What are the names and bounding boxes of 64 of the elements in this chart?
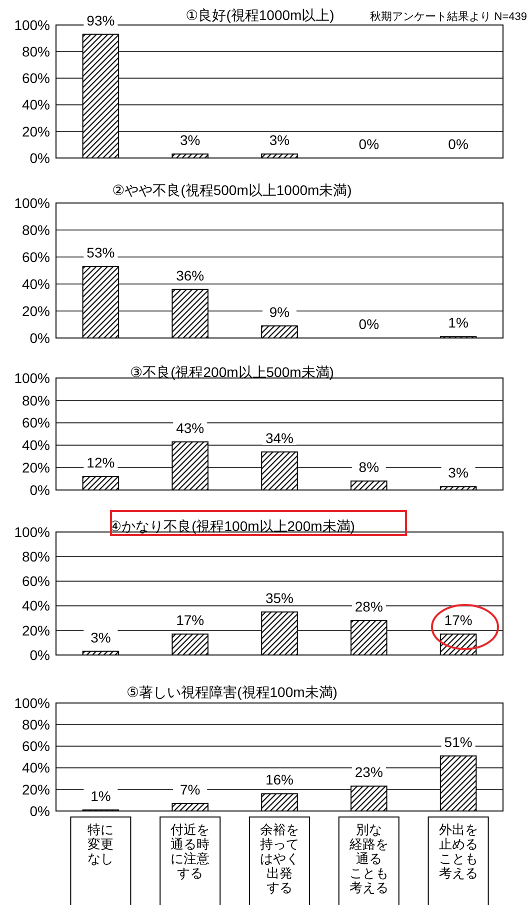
y-tick-label: 20%: [22, 781, 50, 798]
y-tick-label: 20%: [22, 460, 50, 476]
data-label: 3%: [269, 132, 290, 148]
data-label: 12%: [86, 454, 115, 471]
y-tick-label: 40%: [22, 96, 50, 113]
data-label: 0%: [358, 136, 380, 152]
data-label: 36%: [176, 267, 204, 284]
data-label: 34%: [265, 430, 294, 446]
chart-title: ①良好(視程1000m以上): [186, 6, 334, 23]
x-tick-label: 別な経路を通ることも考える: [348, 822, 388, 895]
y-tick-label: 80%: [22, 716, 50, 732]
y-tick-label: 40%: [22, 437, 50, 454]
y-tick-label: 40%: [22, 598, 50, 614]
x-tick-label: 付近を通る時に注意する: [170, 822, 210, 880]
data-label: 3%: [90, 629, 111, 646]
y-tick-label: 80%: [22, 44, 50, 60]
data-label: 35%: [265, 590, 294, 606]
x-tick-label: 余裕を持ってはやく出発する: [260, 822, 299, 895]
y-tick-label: 80%: [22, 222, 50, 238]
y-tick-label: 100%: [14, 524, 50, 540]
y-tick-label: 20%: [22, 622, 50, 638]
data-label: 1%: [448, 314, 468, 331]
data-label: 43%: [176, 420, 204, 436]
data-label: 28%: [354, 598, 383, 615]
data-label: 0%: [358, 316, 380, 332]
y-tick-label: 100%: [14, 16, 50, 33]
y-tick-label: 100%: [14, 194, 50, 211]
data-label: 9%: [269, 304, 290, 320]
y-tick-label: 60%: [22, 573, 50, 590]
y-tick-label: 100%: [14, 370, 50, 386]
y-tick-label: 60%: [22, 70, 50, 86]
y-tick-label: 60%: [22, 248, 50, 265]
text: 秋期アンケート結果より N=439: [370, 10, 527, 23]
data-label: 93%: [86, 12, 115, 28]
y-tick-label: 0%: [30, 646, 50, 663]
y-tick-label: 100%: [14, 694, 50, 711]
y-tick-label: 80%: [22, 548, 50, 564]
y-tick-label: 80%: [22, 392, 50, 408]
y-tick-label: 20%: [22, 302, 50, 319]
data-label: 51%: [444, 734, 472, 750]
y-tick-label: 60%: [22, 414, 50, 431]
data-label: 17%: [176, 612, 204, 628]
data-label: 53%: [86, 244, 115, 260]
y-tick-label: 40%: [22, 760, 50, 776]
chart-title: ②やや不良(視程500m以上1000m未満): [112, 182, 352, 198]
data-label: 7%: [180, 781, 200, 798]
x-tick-label: 特に変更なし: [88, 822, 114, 866]
y-tick-label: 0%: [30, 802, 50, 819]
y-tick-label: 60%: [22, 738, 50, 754]
y-tick-label: 20%: [22, 123, 50, 140]
chart-title: ⑤著しい視程障害(視程100m未満): [126, 684, 338, 700]
x-tick-label: 外出を止めることも考える: [438, 822, 478, 880]
data-label: 8%: [358, 459, 380, 476]
y-tick-label: 40%: [22, 276, 50, 292]
y-tick-label: 0%: [30, 150, 50, 166]
data-label: 17%: [444, 612, 472, 628]
data-label: 3%: [180, 132, 200, 148]
data-label: 16%: [265, 772, 294, 788]
y-tick-label: 0%: [30, 330, 50, 346]
y-tick-label: 0%: [30, 482, 50, 498]
data-label: 1%: [90, 788, 111, 804]
data-label: 0%: [448, 136, 468, 152]
data-label: 23%: [354, 764, 383, 780]
data-label: 3%: [448, 464, 468, 481]
